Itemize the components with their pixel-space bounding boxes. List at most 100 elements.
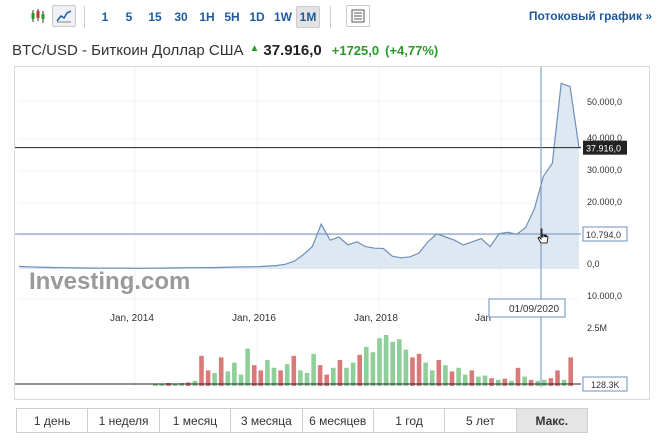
up-arrow-icon: ▲	[249, 43, 260, 54]
interval-button-5[interactable]: 5	[125, 10, 133, 24]
range-button-7[interactable]: Макс.	[516, 409, 587, 432]
volume-bar	[357, 354, 362, 386]
streaming-chart-link[interactable]: Потоковый график »	[528, 9, 652, 23]
volume-bar	[245, 348, 250, 386]
volume-bar	[192, 380, 198, 386]
x-tick-label: Jan, 2016	[232, 313, 276, 324]
volume-bar	[370, 352, 376, 386]
range-button-6[interactable]: 5 лет	[445, 409, 517, 432]
time-range-selector: 1 день 1 неделя 1 месяц 3 месяца 6 месяцев 1 …	[16, 408, 588, 433]
y-tick-label: 40.000,0	[587, 133, 622, 143]
volume-bar	[159, 383, 165, 386]
volume-bar	[324, 374, 329, 386]
candlestick-icon[interactable]	[26, 5, 50, 27]
volume-bar	[469, 370, 475, 386]
investing-watermark-logo: Investing.com	[29, 268, 190, 295]
interval-button-1d[interactable]: 1D	[249, 10, 265, 24]
last-price-axis-label: 37.916,0	[586, 144, 621, 154]
volume-bar	[271, 367, 277, 386]
crosshair-date-label: 01/09/2020	[509, 304, 559, 315]
volume-bar	[298, 370, 303, 386]
range-button-0[interactable]: 1 день	[17, 409, 89, 432]
volume-bar	[482, 375, 488, 386]
chart-toolbar: 1 5 15 30 1H 5H 1D 1W 1M Потоковый график »	[0, 0, 664, 34]
volume-bar	[153, 383, 158, 386]
instrument-header: BTC/USD - Биткоин Доллар США ▲ 37.916,0 …	[12, 42, 438, 59]
price-change: +1725,0	[331, 43, 380, 58]
volume-bar	[212, 373, 217, 386]
x-tick-label: Jan, 2014	[110, 313, 154, 324]
interval-button-1m[interactable]: 1M	[296, 6, 320, 28]
volume-bar	[502, 378, 508, 386]
volume-bar	[317, 365, 323, 386]
volume-bar	[561, 379, 567, 386]
volume-bar	[344, 367, 349, 386]
range-button-1[interactable]: 1 неделя	[88, 409, 160, 432]
volume-bar	[495, 379, 501, 386]
range-button-3[interactable]: 3 месяца	[231, 409, 303, 432]
volume-bar	[542, 379, 547, 386]
volume-bar	[429, 370, 435, 386]
last-price: 37.916,0	[263, 42, 322, 59]
volume-bar	[522, 376, 527, 386]
volume-current-box	[582, 376, 628, 392]
volume-bar	[509, 380, 514, 386]
volume-bar	[568, 357, 573, 386]
range-button-4[interactable]: 6 месяцев	[302, 409, 374, 432]
volume-bar	[476, 376, 481, 386]
interval-button-1[interactable]: 1	[101, 10, 109, 24]
volume-bar	[258, 370, 264, 386]
crosshair-date-box	[488, 298, 566, 318]
y-tick-label: 50.000,0	[587, 97, 622, 107]
volume-bar	[172, 383, 178, 386]
range-button-2[interactable]: 1 месяц	[159, 409, 232, 432]
volume-bar	[456, 367, 461, 386]
volume-bar	[284, 364, 290, 386]
volume-bar	[449, 371, 455, 386]
volume-bar	[383, 335, 389, 386]
y-tick-label: 20.000,0	[587, 197, 622, 207]
volume-bar	[337, 360, 343, 386]
interval-button-1h[interactable]: 1H	[199, 10, 215, 24]
volume-bar	[331, 367, 336, 386]
volume-bar	[390, 341, 395, 386]
volume-bar	[555, 370, 560, 386]
volume-bar	[238, 374, 244, 386]
interval-button-30[interactable]: 30	[174, 10, 188, 24]
volume-bar	[364, 347, 369, 386]
interval-button-1w[interactable]: 1W	[274, 10, 292, 24]
crosshair-value-label: 10.794,0	[586, 230, 621, 240]
volume-bar	[232, 362, 237, 386]
price-chart[interactable]: Investing.com 50.000,0 40.000,0 30.000,0 20.…	[15, 67, 651, 401]
instrument-name: BTC/USD - Биткоин Доллар США	[12, 42, 244, 59]
x-tick-label: Jan	[475, 313, 491, 324]
toolbar-separator	[330, 6, 331, 28]
volume-bar	[410, 357, 415, 386]
volume-bar	[205, 370, 211, 386]
range-button-5[interactable]: 1 год	[373, 409, 446, 432]
volume-bar	[304, 373, 310, 386]
volume-bar	[377, 338, 382, 386]
volume-axis-label: 2.5M	[587, 323, 607, 333]
volume-bar	[199, 355, 204, 386]
line-chart-icon[interactable]	[52, 5, 76, 27]
volume-current-label: 128.3K	[591, 380, 620, 390]
table-icon[interactable]	[346, 5, 370, 27]
volume-bar	[311, 353, 316, 386]
volume-bar	[535, 380, 540, 386]
volume-bar	[397, 339, 402, 386]
y-tick-label: 0,0	[587, 259, 600, 269]
volume-bar	[462, 374, 468, 386]
x-tick-label: Jan, 2018	[354, 313, 398, 324]
volume-bar	[489, 378, 494, 386]
toolbar-separator	[84, 6, 85, 28]
volume-bar	[291, 355, 297, 386]
last-price-label-bg	[583, 140, 627, 155]
volume-bar	[403, 349, 409, 386]
volume-bar	[515, 367, 521, 386]
y-tick-label: 30.000,0	[587, 165, 622, 175]
interval-button-15[interactable]: 15	[148, 10, 162, 24]
interval-button-5h[interactable]: 5H	[224, 10, 240, 24]
y-tick-label: 10.000,0	[587, 291, 622, 301]
chart-container[interactable]: Investing.com 50.000,0 40.000,0 30.000,0 20.…	[14, 66, 650, 400]
